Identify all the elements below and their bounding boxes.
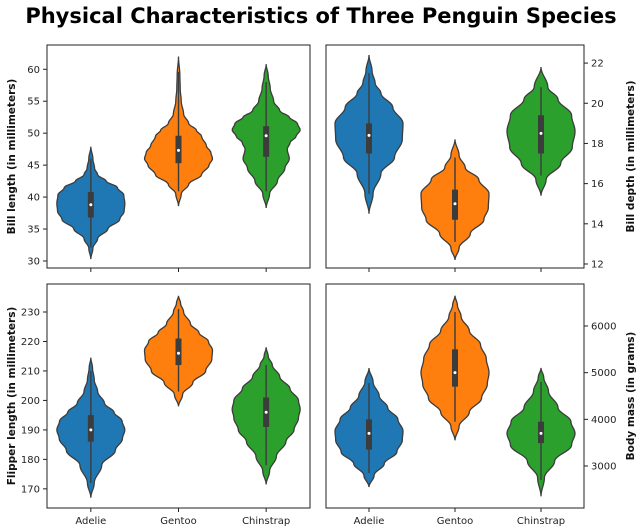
y-tick-label: 12 xyxy=(591,259,604,270)
median-dot-chinstrap xyxy=(539,431,543,435)
median-dot-adelie xyxy=(89,428,93,432)
y-tick-label: 22 xyxy=(591,59,604,70)
y-tick-label: 220 xyxy=(21,337,40,348)
median-dot-adelie xyxy=(367,133,371,137)
y-tick-label: 5000 xyxy=(591,368,616,379)
y-tick-label: 180 xyxy=(21,455,40,466)
y-axis-label: Bill length (in millimeters) xyxy=(6,79,18,235)
y-tick-label: 35 xyxy=(27,225,40,236)
iqr-box-adelie xyxy=(366,123,372,154)
figure-title: Physical Characteristics of Three Pengui… xyxy=(25,4,616,28)
y-tick-label: 20 xyxy=(591,99,604,110)
y-axis-label: Bill depth (in millimeters) xyxy=(625,80,637,232)
y-tick-label: 210 xyxy=(21,366,40,377)
x-tick-label-adelie: Adelie xyxy=(354,516,385,527)
y-tick-label: 6000 xyxy=(591,322,616,333)
panels: 30 35 40 45 50 55 60 Bill length (in millimeter… xyxy=(6,44,637,527)
y-axis-label: Body mass (in grams) xyxy=(625,332,637,461)
y-tick-label: 40 xyxy=(27,193,40,204)
median-dot-chinstrap xyxy=(539,131,543,135)
y-tick-label: 55 xyxy=(27,97,40,108)
median-dot-adelie xyxy=(89,203,93,207)
iqr-box-chinstrap xyxy=(263,126,270,157)
y-tick-label: 60 xyxy=(27,65,40,76)
panel-bottom-right: Adelie Gentoo Chinstrap 3000 4000 5000 6000 Bod… xyxy=(325,283,637,527)
x-tick-label-adelie: Adelie xyxy=(75,516,106,527)
y-tick-label: 45 xyxy=(27,161,40,172)
y-axis-label: Flipper length (in millimeters) xyxy=(6,307,18,486)
panel-bottom-left: Adelie Gentoo Chinstrap 170 180 190 200 210 220 2… xyxy=(6,283,311,527)
iqr-box-gentoo xyxy=(452,349,458,387)
x-tick-label-gentoo: Gentoo xyxy=(160,516,196,527)
median-dot-chinstrap xyxy=(264,410,268,414)
y-tick-label: 230 xyxy=(21,308,40,319)
median-dot-adelie xyxy=(367,431,371,435)
y-tick-label: 50 xyxy=(27,129,40,140)
median-dot-chinstrap xyxy=(264,134,268,138)
median-dot-gentoo xyxy=(177,148,180,152)
median-dot-gentoo xyxy=(453,371,457,375)
x-tick-label-chinstrap: Chinstrap xyxy=(242,516,290,527)
y-tick-label: 170 xyxy=(21,484,40,495)
x-tick-label-gentoo: Gentoo xyxy=(437,516,473,527)
panel-top-left: 30 35 40 45 50 55 60 Bill length (in millimeter… xyxy=(6,44,311,272)
y-tick-label: 14 xyxy=(591,219,604,230)
x-tick-label-chinstrap: Chinstrap xyxy=(517,516,565,527)
y-tick-label: 30 xyxy=(27,256,40,267)
y-tick-label: 190 xyxy=(21,425,40,436)
y-tick-label: 200 xyxy=(21,396,40,407)
y-tick-label: 16 xyxy=(591,179,604,190)
y-tick-label: 4000 xyxy=(591,415,616,426)
y-tick-label: 18 xyxy=(591,139,604,150)
panel-top-right: 12 14 16 18 20 22 Bill depth (in millimeters) xyxy=(325,44,637,272)
median-dot-gentoo xyxy=(177,351,180,355)
median-dot-gentoo xyxy=(453,202,457,206)
y-tick-label: 3000 xyxy=(591,462,616,473)
